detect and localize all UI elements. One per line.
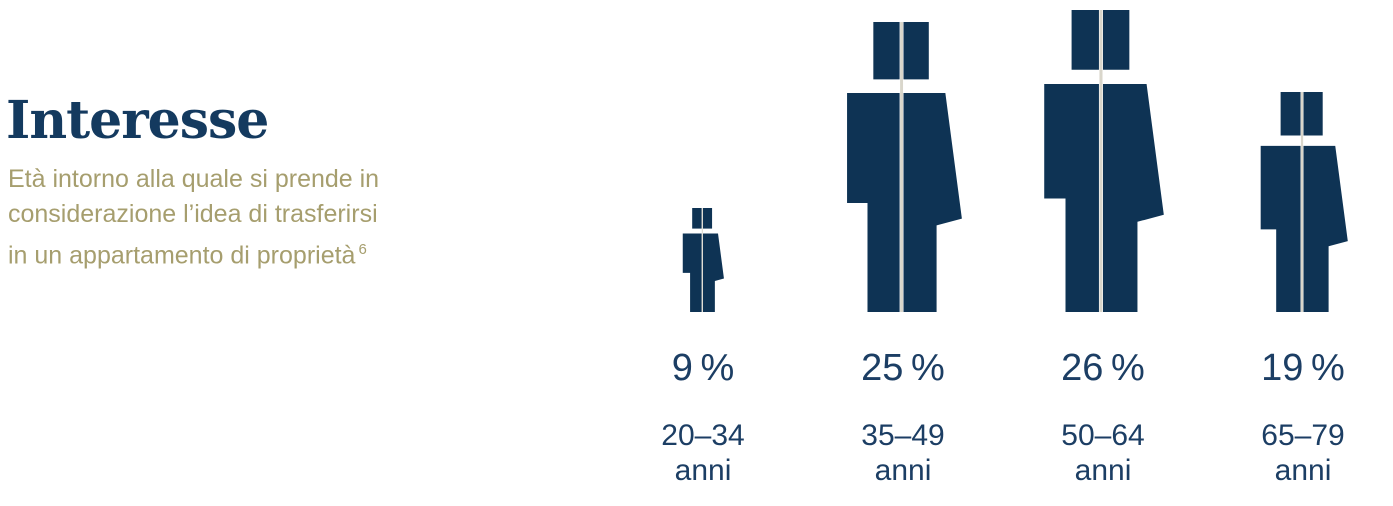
subtitle-line-3: in un appartamento di proprietà	[8, 241, 356, 270]
chart-subtitle: Età intorno alla quale si prende in cons…	[8, 162, 506, 273]
age-range: 35–49	[861, 419, 945, 452]
percent-label: 25 %	[861, 347, 945, 389]
age-label: 65–79 anni	[1203, 418, 1393, 488]
chart-column-50-64: 26 % 50–64 anni	[1003, 0, 1203, 506]
chart-column-20-34: 9 % 20–34 anni	[603, 0, 803, 506]
person-pictogram-icon	[682, 208, 724, 312]
percent-label: 9 %	[671, 347, 735, 389]
age-label: 20–34 anni	[603, 418, 803, 488]
age-unit: anni	[674, 454, 732, 487]
chart-column-65-79: 19 % 65–79 anni	[1203, 0, 1393, 506]
person-pictogram-icon	[1260, 92, 1348, 312]
person-pictogram-icon	[846, 22, 962, 312]
percent-label: 19 %	[1261, 347, 1345, 389]
age-label: 35–49 anni	[803, 418, 1003, 488]
age-range: 65–79	[1261, 419, 1345, 452]
header-block: Interesse Età intorno alla quale si pren…	[6, 92, 506, 273]
age-unit: anni	[1274, 454, 1332, 487]
age-range: 50–64	[1061, 419, 1145, 452]
subtitle-line-1: Età intorno alla quale si prende in	[8, 165, 380, 193]
age-unit: anni	[874, 454, 932, 487]
person-pictogram-icon	[1044, 10, 1164, 312]
chart-column-35-49: 25 % 35–49 anni	[803, 0, 1003, 506]
age-label: 50–64 anni	[1003, 418, 1203, 488]
figure-slot	[803, 0, 1003, 312]
subtitle-line-2: considerazione l’idea di trasferirsi	[8, 200, 378, 228]
percent-label: 26 %	[1061, 347, 1145, 389]
age-range: 20–34	[661, 419, 745, 452]
figure-slot	[1003, 0, 1203, 312]
figure-slot	[1203, 0, 1393, 312]
footnote-marker: 6	[358, 241, 367, 258]
figure-slot	[603, 0, 803, 312]
age-unit: anni	[1074, 454, 1132, 487]
page-title: Interesse	[6, 90, 269, 151]
